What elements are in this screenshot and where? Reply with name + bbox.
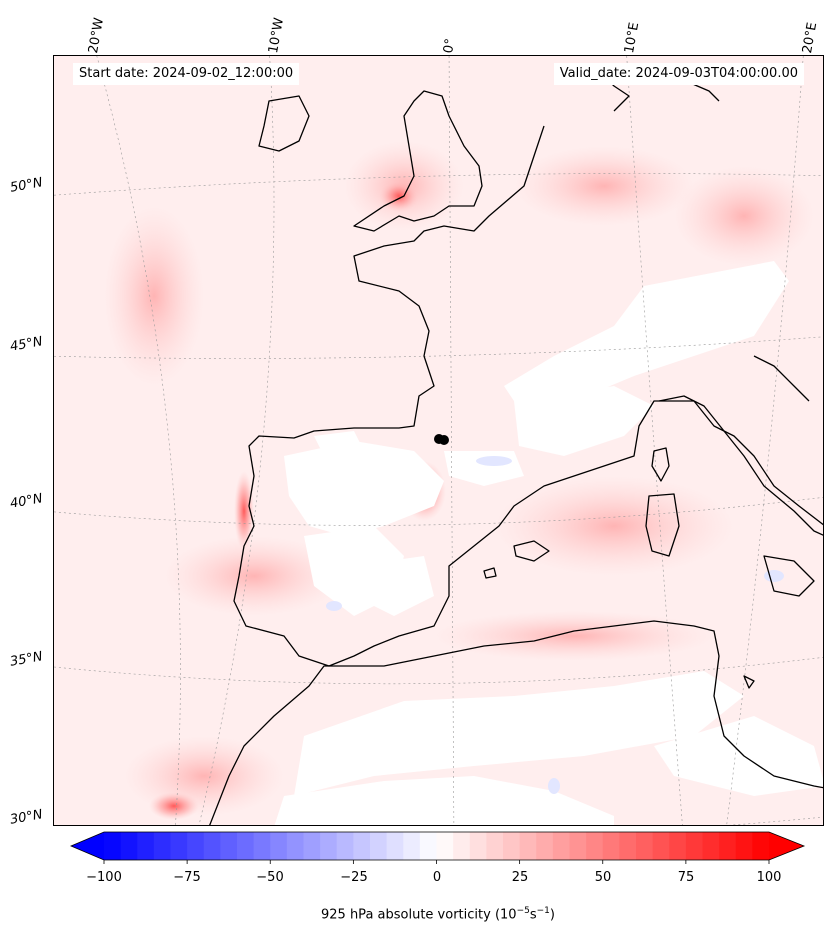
lat-label-30n: 30°N [8,807,44,828]
colorbar-tick-neg100: −100 [86,870,122,885]
colorbar-tick-100: 100 [756,870,782,885]
lon-label-0: 0° [441,37,459,55]
colorbar-tick-0: 0 [432,870,442,885]
colorbar-bin [137,832,155,860]
valid-date-label: Valid_date: 2024-09-03T04:00:00.00 [553,63,804,85]
colorbar-bin [619,832,637,860]
colorbar-bin [203,832,221,860]
colorbar-bin [685,832,703,860]
colorbar-tick-neg50: −50 [256,870,284,885]
colorbar-bin [669,832,687,860]
colorbar-bin [503,832,521,860]
colorbar-tick-50: 50 [594,870,612,885]
colorbar-bin [386,832,404,860]
lat-label-45n: 45°N [8,334,44,355]
low-vorticity-regions [274,261,823,825]
colorbar-bin [270,832,288,860]
colorbar-bin [336,832,354,860]
colorbar-bin [536,832,554,860]
colorbar-bin [486,832,504,860]
colorbar-bin [153,832,171,860]
colorbar-bin [436,832,454,860]
colorbar-bin [552,832,570,860]
map-canvas [54,56,823,825]
colorbar-bin [286,832,304,860]
colorbar [70,831,806,864]
lon-label-10w: 10°W [266,16,288,55]
colorbar-bin [719,832,737,860]
colorbar-bin [702,832,720,860]
colorbar-bin [220,832,238,860]
colorbar-bin [253,832,271,860]
colorbar-bin [735,832,753,860]
colorbar-bin [120,832,138,860]
lat-label-35n: 35°N [8,649,44,670]
map-frame [53,55,824,826]
colorbar-bin [652,832,670,860]
colorbar-bin [104,832,122,860]
colorbar-bin [187,832,205,860]
vorticity-shading [104,141,814,820]
colorbar-bin [370,832,388,860]
colorbar-extend-min [71,832,104,860]
colorbar-tick-75: 75 [677,870,695,885]
colorbar-bin [636,832,654,860]
lon-label-20w: 20°W [86,16,108,55]
start-date-label: Start date: 2024-09-02_12:00:00 [73,63,300,85]
colorbar-bin [170,832,188,860]
colorbar-bin [602,832,620,860]
colorbar-label: 925 hPa absolute vorticity (10−5s−1) [321,906,555,923]
colorbar-extend-max [769,832,804,860]
colorbar-bin [469,832,487,860]
colorbar-tick-25: 25 [511,870,529,885]
lon-label-10e: 10°E [622,21,643,55]
colorbar-bin [303,832,321,860]
lat-label-40n: 40°N [8,491,44,512]
lat-label-50n: 50°N [8,175,44,196]
lon-label-20e: 20°E [800,21,821,55]
colorbar-bin [519,832,537,860]
colorbar-bin [403,832,421,860]
colorbar-bin [320,832,338,860]
colorbar-bin [353,832,371,860]
coastlines [209,65,823,825]
colorbar-bin [419,832,437,860]
colorbar-tick-neg75: −75 [173,870,201,885]
colorbar-bin [453,832,471,860]
colorbar-bin [237,832,255,860]
colorbar-tick-neg25: −25 [340,870,368,885]
colorbar-bin [569,832,587,860]
colorbar-bin [752,832,770,860]
cyclone-marker [434,434,449,445]
colorbar-bin [586,832,604,860]
